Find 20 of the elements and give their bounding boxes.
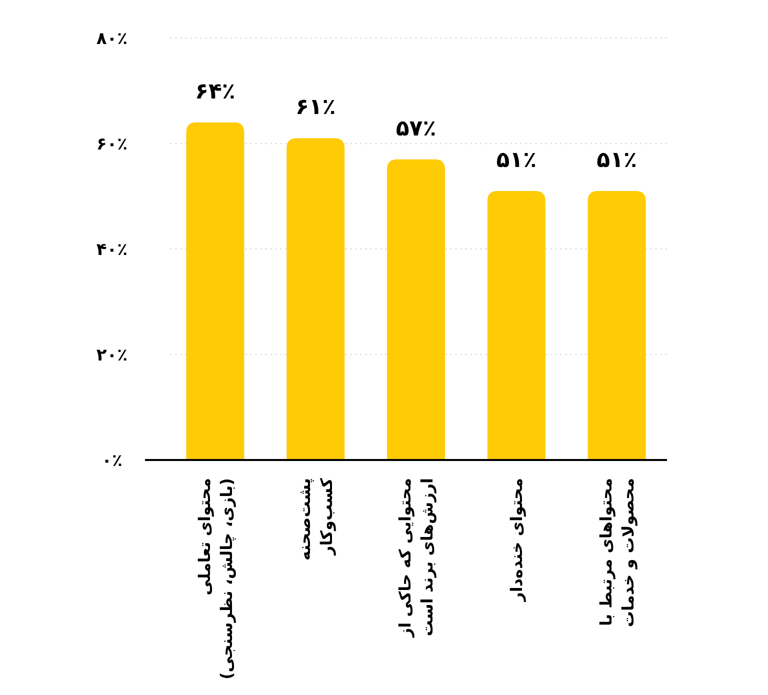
- x-tick-label: محتوایی که حاکی از ارزش‌های برند است: [396, 478, 437, 638]
- bar: [286, 138, 345, 460]
- x-tick-label: محتوای تعاملی (بازی، چالش، نظرسنجی): [194, 478, 236, 680]
- bar: [186, 122, 244, 460]
- data-label: ۶۴٪: [195, 79, 236, 104]
- x-tick-label: محتوای خنده‌دار: [507, 478, 526, 602]
- bar: [487, 190, 546, 460]
- data-label: ۵۱٪: [496, 148, 537, 173]
- y-tick-label: ۴۰٪: [96, 240, 128, 260]
- data-label: ۶۱٪: [295, 95, 336, 120]
- y-tick-label: ۲۰٪: [96, 345, 128, 366]
- data-label: ۵۱٪: [596, 148, 637, 173]
- x-tick-label: پشت‌صحنه کسب‌وکار: [295, 477, 336, 560]
- y-tick-label: ۸۰٪: [96, 28, 128, 49]
- bar: [588, 190, 646, 460]
- x-tick-label: محتواهای مرتبط با محصولات و خدمات: [596, 478, 638, 628]
- bar: [387, 159, 445, 460]
- y-tick-label: ۶۰٪: [96, 134, 128, 154]
- y-tick-label: ۰٪: [102, 450, 122, 471]
- data-label: ۵۷٪: [396, 116, 436, 142]
